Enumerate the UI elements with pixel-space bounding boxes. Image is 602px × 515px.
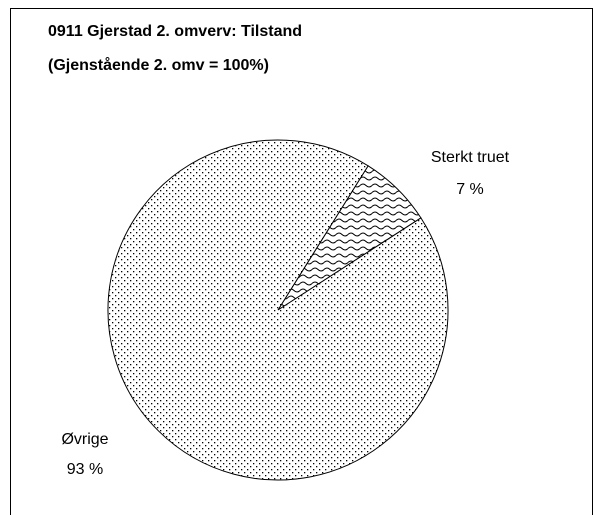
slice-value-label: 93 % xyxy=(67,461,103,478)
slice-value-label: 7 % xyxy=(456,181,484,198)
slice-label: Sterkt truet xyxy=(431,149,510,166)
chart-subtitle: (Gjenstående 2. omv = 100%) xyxy=(48,56,269,74)
chart-frame xyxy=(10,8,593,515)
slice-label: Øvrige xyxy=(61,431,108,448)
pie-slice xyxy=(107,139,449,481)
chart-title: 0911 Gjerstad 2. omverv: Tilstand xyxy=(48,23,302,40)
